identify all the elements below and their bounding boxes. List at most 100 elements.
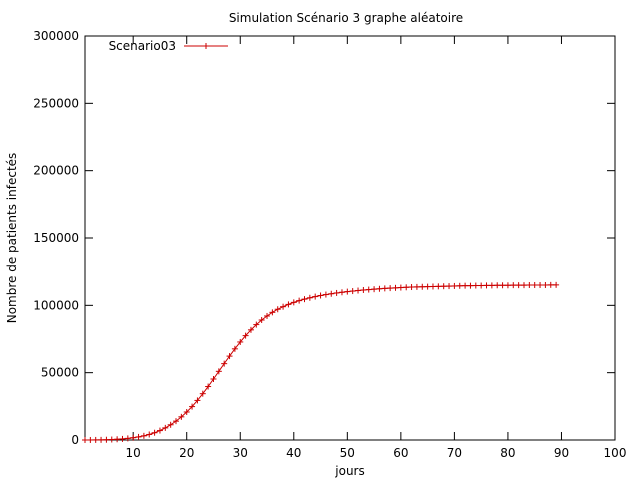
data-point — [387, 285, 394, 292]
data-point — [135, 433, 142, 440]
data-point — [205, 383, 212, 390]
data-point — [108, 436, 115, 443]
y-tick-label: 200000 — [33, 164, 79, 178]
data-point — [483, 282, 490, 289]
y-tick-label: 150000 — [33, 231, 79, 245]
data-point — [156, 427, 163, 434]
data-point — [440, 283, 447, 290]
legend-marker — [203, 43, 209, 49]
data-point — [103, 436, 110, 443]
data-point — [173, 418, 180, 425]
data-point — [98, 436, 105, 443]
data-point — [424, 283, 431, 290]
data-point — [274, 306, 281, 313]
data-point — [183, 408, 190, 415]
data-point — [210, 375, 217, 382]
data-point — [397, 284, 404, 291]
data-point — [189, 403, 196, 410]
data-point — [338, 289, 345, 296]
x-tick-label: 30 — [233, 446, 248, 460]
data-point — [510, 282, 517, 289]
data-point — [542, 281, 549, 288]
x-axis-label: jours — [334, 464, 364, 478]
data-point — [403, 284, 410, 291]
data-point — [226, 353, 233, 360]
data-point — [130, 434, 137, 441]
data-point — [82, 437, 88, 443]
data-point — [376, 285, 383, 292]
data-point — [371, 286, 378, 293]
data-point — [92, 436, 99, 443]
x-tick-label: 100 — [604, 446, 627, 460]
data-point — [451, 282, 458, 289]
data-point — [151, 429, 158, 436]
x-tick-label: 70 — [447, 446, 462, 460]
y-tick-label: 0 — [71, 433, 79, 447]
data-point — [333, 289, 340, 296]
data-point — [322, 291, 329, 298]
data-point — [231, 345, 238, 352]
data-point — [247, 326, 254, 333]
data-point — [515, 282, 522, 289]
data-point — [419, 283, 426, 290]
data-point — [87, 436, 94, 443]
data-point — [537, 281, 544, 288]
data-point — [462, 282, 469, 289]
data-point — [467, 282, 474, 289]
data-point — [446, 283, 453, 290]
data-point — [504, 282, 511, 289]
data-point — [547, 281, 554, 288]
y-tick-label: 300000 — [33, 29, 79, 43]
data-point — [349, 288, 356, 295]
x-tick-label: 50 — [340, 446, 355, 460]
data-point — [167, 421, 174, 428]
data-point — [178, 413, 185, 420]
data-point — [280, 303, 287, 310]
data-point — [269, 309, 276, 316]
data-point — [494, 282, 501, 289]
data-point — [499, 282, 506, 289]
y-tick-label: 250000 — [33, 96, 79, 110]
y-axis: 0 50000 100000 150000 200000 250000 300000 — [33, 29, 615, 447]
data-point — [146, 431, 153, 438]
data-point — [114, 436, 121, 443]
x-axis: 10 20 30 40 50 60 70 80 90 100 — [126, 36, 627, 460]
data-point — [408, 284, 415, 291]
data-point — [520, 282, 527, 289]
data-point — [413, 283, 420, 290]
x-tick-label: 60 — [393, 446, 408, 460]
data-point — [290, 299, 297, 306]
data-point — [392, 284, 399, 291]
y-axis-label: Nombre de patients infectés — [5, 153, 19, 324]
data-point — [365, 286, 372, 293]
data-point — [312, 293, 319, 300]
plot-frame — [84, 35, 616, 441]
data-point — [242, 332, 249, 339]
data-point — [264, 312, 271, 319]
data-point — [344, 288, 351, 295]
y-tick-label: 50000 — [41, 366, 79, 380]
series-line — [84, 284, 557, 441]
data-point — [553, 281, 560, 288]
x-tick-label: 90 — [554, 446, 569, 460]
data-point — [488, 282, 495, 289]
data-point — [472, 282, 479, 289]
y-tick-label: 100000 — [33, 298, 79, 312]
data-point — [355, 287, 362, 294]
data-point — [301, 296, 308, 303]
data-point — [526, 281, 533, 288]
x-tick-label: 10 — [126, 446, 141, 460]
data-point — [456, 282, 463, 289]
legend: Scenario03 — [109, 39, 228, 53]
data-point — [124, 435, 131, 442]
x-tick-label: 80 — [500, 446, 515, 460]
data-point — [435, 283, 442, 290]
chart-title: Simulation Scénario 3 graphe aléatoire — [229, 11, 463, 25]
data-point — [360, 286, 367, 293]
data-point — [306, 294, 313, 301]
data-point — [478, 282, 485, 289]
legend-marker-point — [203, 43, 209, 49]
data-point — [429, 283, 436, 290]
legend-label: Scenario03 — [109, 39, 176, 53]
